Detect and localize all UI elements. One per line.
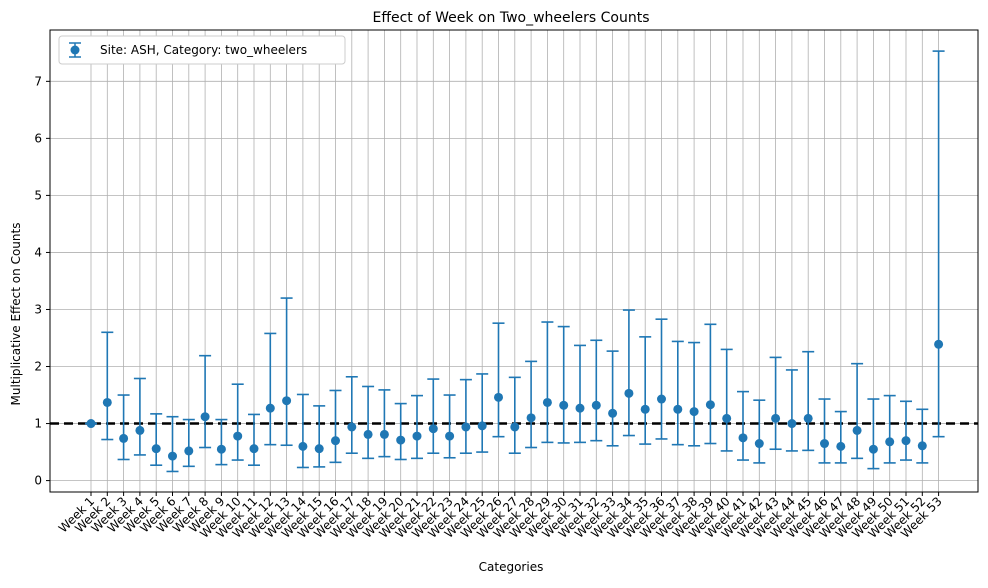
data-point [216,444,226,454]
data-marks [85,50,945,473]
data-point [885,437,895,447]
data-point [428,424,438,434]
data-point [575,403,585,413]
data-point [820,439,829,449]
data-point [934,339,944,349]
data-point [754,439,764,449]
data-point [200,412,210,422]
data-point [901,436,911,446]
data-point [705,400,715,410]
plot-frame [49,29,979,493]
y-tick-label: 1 [34,417,42,431]
data-point [803,413,813,423]
data-point [787,419,797,429]
data-point [233,431,243,441]
data-point [331,436,340,446]
data-point [868,444,878,454]
data-point [314,444,324,454]
data-point [722,413,732,423]
y-tick-label: 2 [34,360,42,374]
y-axis-ticks: 0 1 2 3 4 5 6 7 [34,74,50,488]
data-point [151,444,161,454]
x-axis-label: Categories [479,560,544,574]
data-point [298,441,308,451]
data-point [836,441,846,451]
data-point [461,422,471,432]
data-point [396,435,406,445]
y-tick-label: 7 [34,74,42,88]
y-tick-label: 6 [34,131,42,145]
data-point [119,433,129,443]
data-point [477,421,487,431]
data-point [363,429,373,439]
data-point [673,404,683,414]
legend-label: Site: ASH, Category: two_wheelers [100,43,307,57]
data-point [379,429,389,439]
data-point [184,446,194,456]
data-point [738,433,748,443]
data-point [591,400,601,410]
data-point [86,419,96,429]
data-point [510,422,520,432]
data-point [102,397,112,407]
y-axis-label: Multiplicative Effect on Counts [9,223,23,406]
data-point [771,413,781,423]
data-point [608,408,618,418]
data-point [559,400,569,410]
data-point [542,397,552,407]
chart-title: Effect of Week on Two_wheelers Counts [372,10,649,26]
data-point [640,404,650,414]
data-point [494,392,503,402]
data-point [624,388,634,398]
data-point [347,422,357,432]
y-tick-label: 3 [34,302,42,316]
data-point [917,441,927,451]
legend-box [58,35,346,65]
data-point [445,431,455,441]
data-point [135,425,145,435]
data-point [526,413,536,423]
data-point [168,451,177,461]
data-point [657,394,666,404]
data-point [412,431,422,441]
data-point [689,407,699,417]
data-point [265,403,275,413]
y-tick-label: 0 [34,474,42,488]
y-tick-label: 5 [34,188,42,202]
legend-marker [70,45,80,55]
legend: Site: ASH, Category: two_wheelers [58,35,346,65]
data-point [852,425,862,435]
data-point [249,444,259,454]
y-tick-label: 4 [34,245,42,259]
data-point [282,396,292,406]
